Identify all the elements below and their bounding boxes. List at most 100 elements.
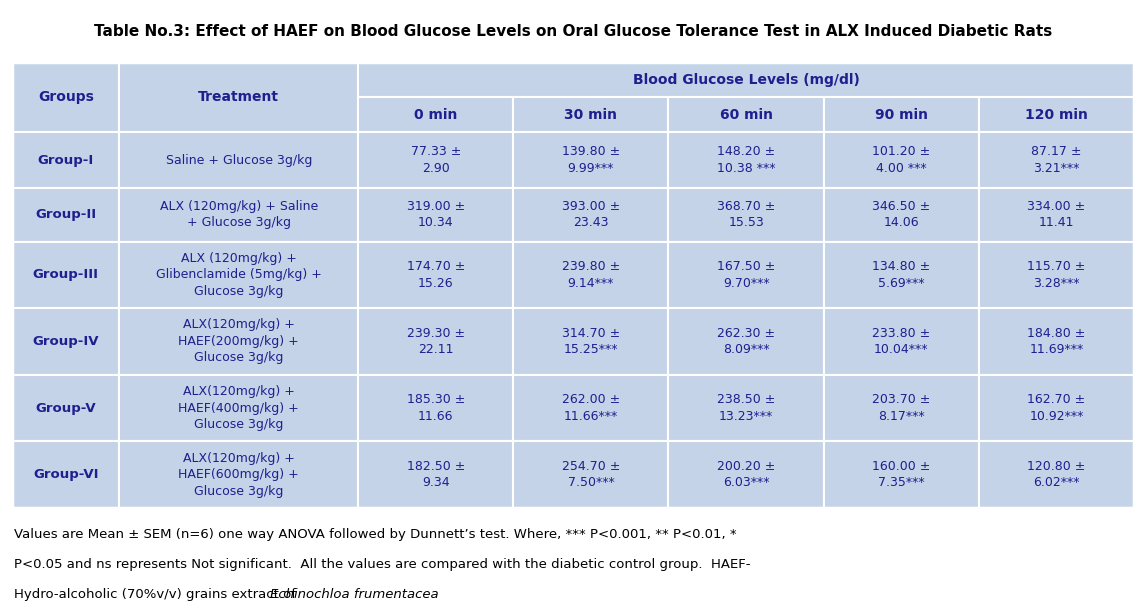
Text: Values are Mean ± SEM (n=6) one way ANOVA followed by Dunnett’s test. Where, ***: Values are Mean ± SEM (n=6) one way ANOV…	[14, 528, 737, 541]
Text: 174.70 ±
15.26: 174.70 ± 15.26	[407, 260, 465, 289]
Bar	[11, 62, 119, 132]
Bar	[824, 374, 979, 441]
Bar	[979, 374, 1135, 441]
Bar	[513, 308, 668, 374]
Bar	[11, 132, 119, 188]
Bar	[824, 188, 979, 242]
Bar	[119, 308, 359, 374]
Text: 90 min: 90 min	[874, 108, 928, 122]
Text: P<0.05 and ns represents Not significant.  All the values are compared with the : P<0.05 and ns represents Not significant…	[14, 558, 751, 571]
Bar	[11, 308, 119, 374]
Text: 319.00 ±
10.34: 319.00 ± 10.34	[407, 200, 465, 229]
Bar	[513, 132, 668, 188]
Bar	[359, 441, 513, 508]
Bar	[824, 97, 979, 132]
Bar	[119, 62, 359, 132]
Bar	[11, 62, 1135, 508]
Bar	[513, 441, 668, 508]
Bar	[11, 188, 119, 242]
Bar	[513, 97, 668, 132]
Text: 77.33 ±
2.90: 77.33 ± 2.90	[410, 145, 461, 175]
Bar	[979, 242, 1135, 308]
Text: ALX (120mg/kg) +
Glibenclamide (5mg/kg) +
Glucose 3g/kg: ALX (120mg/kg) + Glibenclamide (5mg/kg) …	[156, 252, 322, 298]
Text: 262.00 ±
11.66***: 262.00 ± 11.66***	[562, 393, 620, 423]
Text: 334.00 ±
11.41: 334.00 ± 11.41	[1027, 200, 1085, 229]
Text: Group-V: Group-V	[36, 402, 96, 415]
Text: 0 min: 0 min	[414, 108, 457, 122]
Text: Group-I: Group-I	[38, 154, 94, 166]
Bar	[119, 374, 359, 441]
Text: 262.30 ±
8.09***: 262.30 ± 8.09***	[717, 327, 775, 356]
Bar	[359, 374, 513, 441]
Text: 139.80 ±
9.99***: 139.80 ± 9.99***	[562, 145, 620, 175]
Bar	[668, 188, 824, 242]
Text: 148.20 ±
10.38 ***: 148.20 ± 10.38 ***	[717, 145, 776, 175]
Bar	[119, 242, 359, 308]
Bar	[11, 242, 119, 308]
Text: 60 min: 60 min	[720, 108, 772, 122]
Text: Saline + Glucose 3g/kg: Saline + Glucose 3g/kg	[166, 154, 312, 166]
Text: 115.70 ±
3.28***: 115.70 ± 3.28***	[1027, 260, 1085, 289]
Text: Echinochloa frumentacea: Echinochloa frumentacea	[269, 588, 439, 601]
Text: 134.80 ±
5.69***: 134.80 ± 5.69***	[872, 260, 931, 289]
Bar	[359, 308, 513, 374]
Bar	[359, 188, 513, 242]
Text: ALX(120mg/kg) +
HAEF(400mg/kg) +
Glucose 3g/kg: ALX(120mg/kg) + HAEF(400mg/kg) + Glucose…	[179, 385, 299, 431]
Bar	[668, 374, 824, 441]
Bar	[979, 97, 1135, 132]
Bar	[11, 374, 119, 441]
Bar	[824, 441, 979, 508]
Text: 120.80 ±
6.02***: 120.80 ± 6.02***	[1027, 460, 1085, 490]
Text: 314.70 ±
15.25***: 314.70 ± 15.25***	[562, 327, 620, 356]
Text: Group-VI: Group-VI	[33, 468, 99, 481]
Text: 239.80 ±
9.14***: 239.80 ± 9.14***	[562, 260, 620, 289]
Text: 238.50 ±
13.23***: 238.50 ± 13.23***	[717, 393, 775, 423]
Bar	[824, 242, 979, 308]
Bar	[513, 242, 668, 308]
Bar	[11, 441, 119, 508]
Bar	[119, 188, 359, 242]
Text: ALX (120mg/kg) + Saline
+ Glucose 3g/kg: ALX (120mg/kg) + Saline + Glucose 3g/kg	[159, 200, 317, 229]
Text: 239.30 ±
22.11: 239.30 ± 22.11	[407, 327, 465, 356]
Text: Hydro-alcoholic (70%v/v) grains extract of: Hydro-alcoholic (70%v/v) grains extract …	[14, 588, 300, 601]
Text: 200.20 ±
6.03***: 200.20 ± 6.03***	[717, 460, 775, 490]
Bar	[11, 62, 1135, 508]
Bar	[668, 242, 824, 308]
Bar	[119, 132, 359, 188]
Text: Group-IV: Group-IV	[32, 335, 99, 348]
Text: 203.70 ±
8.17***: 203.70 ± 8.17***	[872, 393, 931, 423]
Text: 184.80 ±
11.69***: 184.80 ± 11.69***	[1027, 327, 1085, 356]
Bar	[979, 132, 1135, 188]
Bar	[824, 308, 979, 374]
Text: 233.80 ±
10.04***: 233.80 ± 10.04***	[872, 327, 931, 356]
Text: Table No.3: Effect of HAEF on Blood Glucose Levels on Oral Glucose Tolerance Tes: Table No.3: Effect of HAEF on Blood Gluc…	[94, 25, 1052, 40]
Text: .: .	[407, 588, 410, 601]
Text: 101.20 ±
4.00 ***: 101.20 ± 4.00 ***	[872, 145, 931, 175]
Text: Group-II: Group-II	[36, 208, 96, 221]
Text: Blood Glucose Levels (mg/dl): Blood Glucose Levels (mg/dl)	[633, 72, 860, 87]
Bar	[359, 242, 513, 308]
Bar	[359, 132, 513, 188]
Bar	[119, 441, 359, 508]
Text: ALX(120mg/kg) +
HAEF(200mg/kg) +
Glucose 3g/kg: ALX(120mg/kg) + HAEF(200mg/kg) + Glucose…	[179, 318, 299, 364]
Text: 30 min: 30 min	[564, 108, 618, 122]
Text: 368.70 ±
15.53: 368.70 ± 15.53	[717, 200, 775, 229]
Text: 182.50 ±
9.34: 182.50 ± 9.34	[407, 460, 465, 490]
Text: 162.70 ±
10.92***: 162.70 ± 10.92***	[1027, 393, 1085, 423]
Text: 160.00 ±
7.35***: 160.00 ± 7.35***	[872, 460, 931, 490]
Bar	[668, 441, 824, 508]
Bar	[513, 188, 668, 242]
Bar	[824, 132, 979, 188]
Text: 120 min: 120 min	[1025, 108, 1088, 122]
Text: ALX(120mg/kg) +
HAEF(600mg/kg) +
Glucose 3g/kg: ALX(120mg/kg) + HAEF(600mg/kg) + Glucose…	[179, 452, 299, 497]
Text: 346.50 ±
14.06: 346.50 ± 14.06	[872, 200, 931, 229]
Bar	[668, 132, 824, 188]
Bar	[359, 62, 1135, 97]
Text: Treatment: Treatment	[198, 90, 280, 104]
Text: 254.70 ±
7.50***: 254.70 ± 7.50***	[562, 460, 620, 490]
Text: Groups: Groups	[38, 90, 94, 104]
Text: 393.00 ±
23.43: 393.00 ± 23.43	[562, 200, 620, 229]
Text: Group-III: Group-III	[33, 268, 99, 282]
Text: 185.30 ±
11.66: 185.30 ± 11.66	[407, 393, 465, 423]
Bar	[668, 97, 824, 132]
